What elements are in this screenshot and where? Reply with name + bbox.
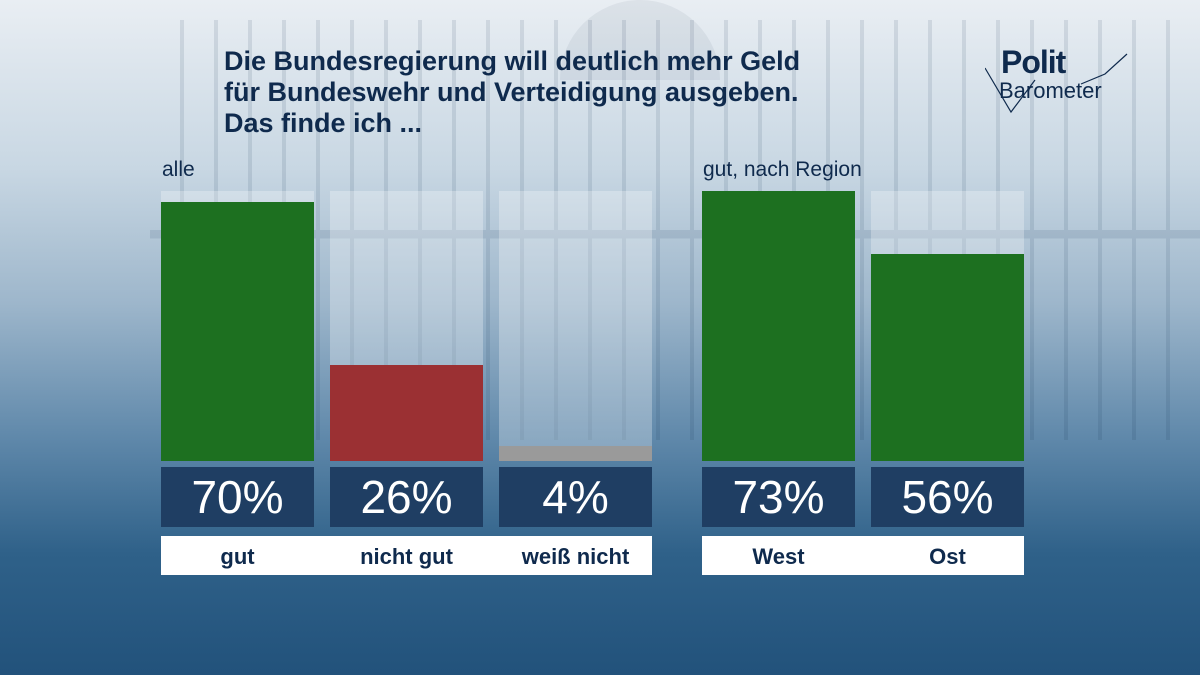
bar <box>161 202 314 461</box>
bar-track <box>871 191 1024 461</box>
subtitle-alle: alle <box>162 158 195 181</box>
value-label: 73% <box>702 467 855 527</box>
bar-track <box>161 191 314 461</box>
value-label: 26% <box>330 467 483 527</box>
bar <box>330 365 483 461</box>
value-label: 4% <box>499 467 652 527</box>
politbarometer-logo: Polit Barometer <box>985 40 1145 120</box>
title-line-2: für Bundeswehr und Verteidigung ausgeben… <box>224 77 799 107</box>
bar <box>871 254 1024 461</box>
bar-track <box>499 191 652 461</box>
subtitle-region: gut, nach Region <box>703 158 862 181</box>
logo-polit: Polit <box>1001 44 1066 80</box>
checkmark-icon <box>985 53 1128 114</box>
bar-track <box>702 191 855 461</box>
category-label: weiß nicht <box>499 536 652 575</box>
bar <box>499 446 652 461</box>
background-building <box>150 20 1200 440</box>
bar <box>702 191 855 461</box>
category-label: Ost <box>871 536 1024 575</box>
category-label: West <box>702 536 855 575</box>
bar-track <box>330 191 483 461</box>
value-label: 70% <box>161 467 314 527</box>
title-line-3: Das finde ich ... <box>224 108 423 138</box>
category-label: nicht gut <box>330 536 483 575</box>
value-label: 56% <box>871 467 1024 527</box>
title-line-1: Die Bundesregierung will deutlich mehr G… <box>224 46 801 76</box>
logo-barometer: Barometer <box>999 78 1102 103</box>
category-label: gut <box>161 536 314 575</box>
chart-title: Die Bundesregierung will deutlich mehr G… <box>224 46 944 139</box>
